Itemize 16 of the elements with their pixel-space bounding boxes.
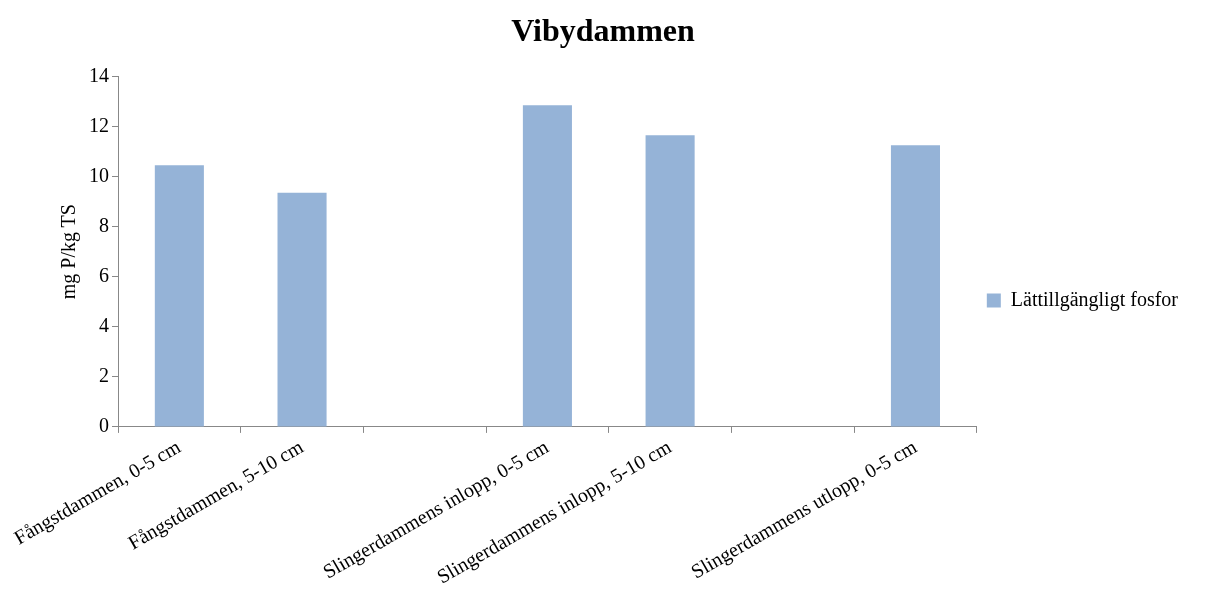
legend-label: Lättillgängligt fosfor [1010, 287, 1179, 311]
y-tick-label: 8 [99, 213, 110, 236]
y-tick-label: 6 [99, 263, 110, 286]
bar [277, 192, 327, 427]
y-tick-label: 0 [99, 414, 110, 437]
y-tick-label: 12 [89, 113, 110, 136]
bar [890, 145, 941, 427]
y-tick-label: 4 [99, 314, 110, 337]
bar [154, 165, 204, 427]
chart-title: Vibydammen [511, 12, 696, 49]
bar [522, 105, 572, 427]
y-tick-label: 14 [89, 63, 110, 86]
y-axis-title: mg P/kg TS [57, 204, 81, 300]
y-tick-label: 10 [89, 163, 110, 186]
bar [645, 135, 695, 427]
y-tick-label: 2 [99, 364, 110, 387]
